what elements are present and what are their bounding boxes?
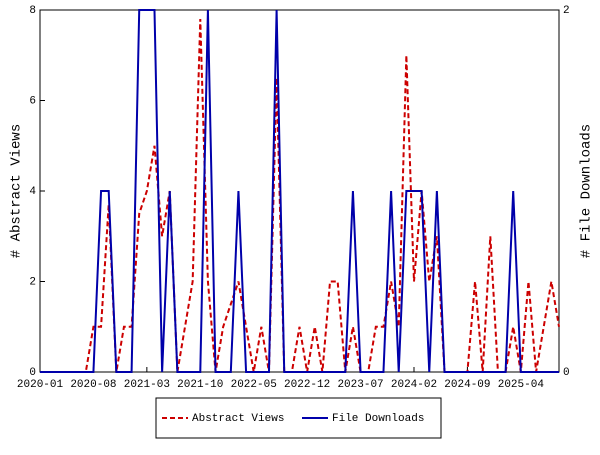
x-tick-label: 2020-01	[17, 379, 64, 391]
x-tick-label: 2025-04	[498, 379, 545, 391]
y-tick-label: 0	[29, 367, 36, 379]
legend-box	[155, 397, 442, 439]
plot-frame	[39, 9, 560, 373]
x-tick-label: 2020-08	[70, 379, 116, 391]
y2-tick-label: 2	[563, 5, 570, 17]
x-tick-label: 2021-03	[124, 379, 170, 391]
x-tick-label: 2022-05	[231, 379, 277, 391]
legend-label: Abstract Views	[192, 413, 284, 425]
y-tick-label: 8	[29, 5, 36, 17]
y2-axis-label: # File Downloads	[579, 124, 595, 258]
x-tick-label: 2024-09	[444, 379, 490, 391]
series-line	[40, 9, 559, 373]
x-tick-label: 2023-07	[337, 379, 383, 391]
y-tick-label: 6	[29, 95, 36, 107]
x-tick-label: 2021-10	[177, 379, 223, 391]
x-tick-label: 2022-12	[284, 379, 330, 391]
x-tick-label: 2024-02	[391, 379, 437, 391]
y-axis-label: # Abstract Views	[9, 124, 25, 258]
y-tick-label: 2	[29, 276, 36, 288]
legend-label: File Downloads	[332, 413, 424, 425]
series-line	[40, 19, 560, 373]
y-tick-label: 4	[29, 186, 36, 198]
y2-tick-label: 0	[563, 367, 570, 379]
